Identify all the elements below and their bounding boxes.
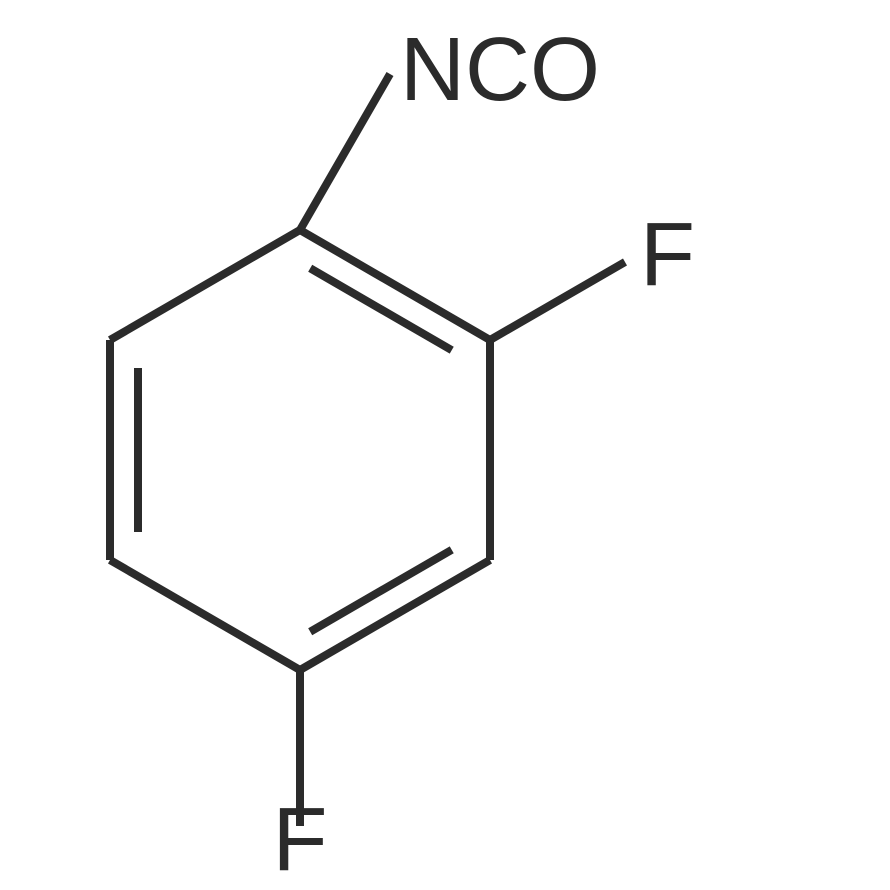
- label-f-right: F: [640, 205, 695, 305]
- bond-top-tr: [300, 230, 490, 340]
- bond-tl-top: [110, 230, 300, 340]
- bond-to-nco: [300, 74, 390, 230]
- molecule-diagram: NCO F F: [0, 0, 890, 890]
- label-nco: NCO: [400, 20, 600, 120]
- bond-to-f-right: [490, 262, 625, 340]
- label-f-bottom: F: [273, 790, 328, 890]
- bond-bot-bl: [110, 560, 300, 670]
- bond-br-bot: [300, 560, 490, 670]
